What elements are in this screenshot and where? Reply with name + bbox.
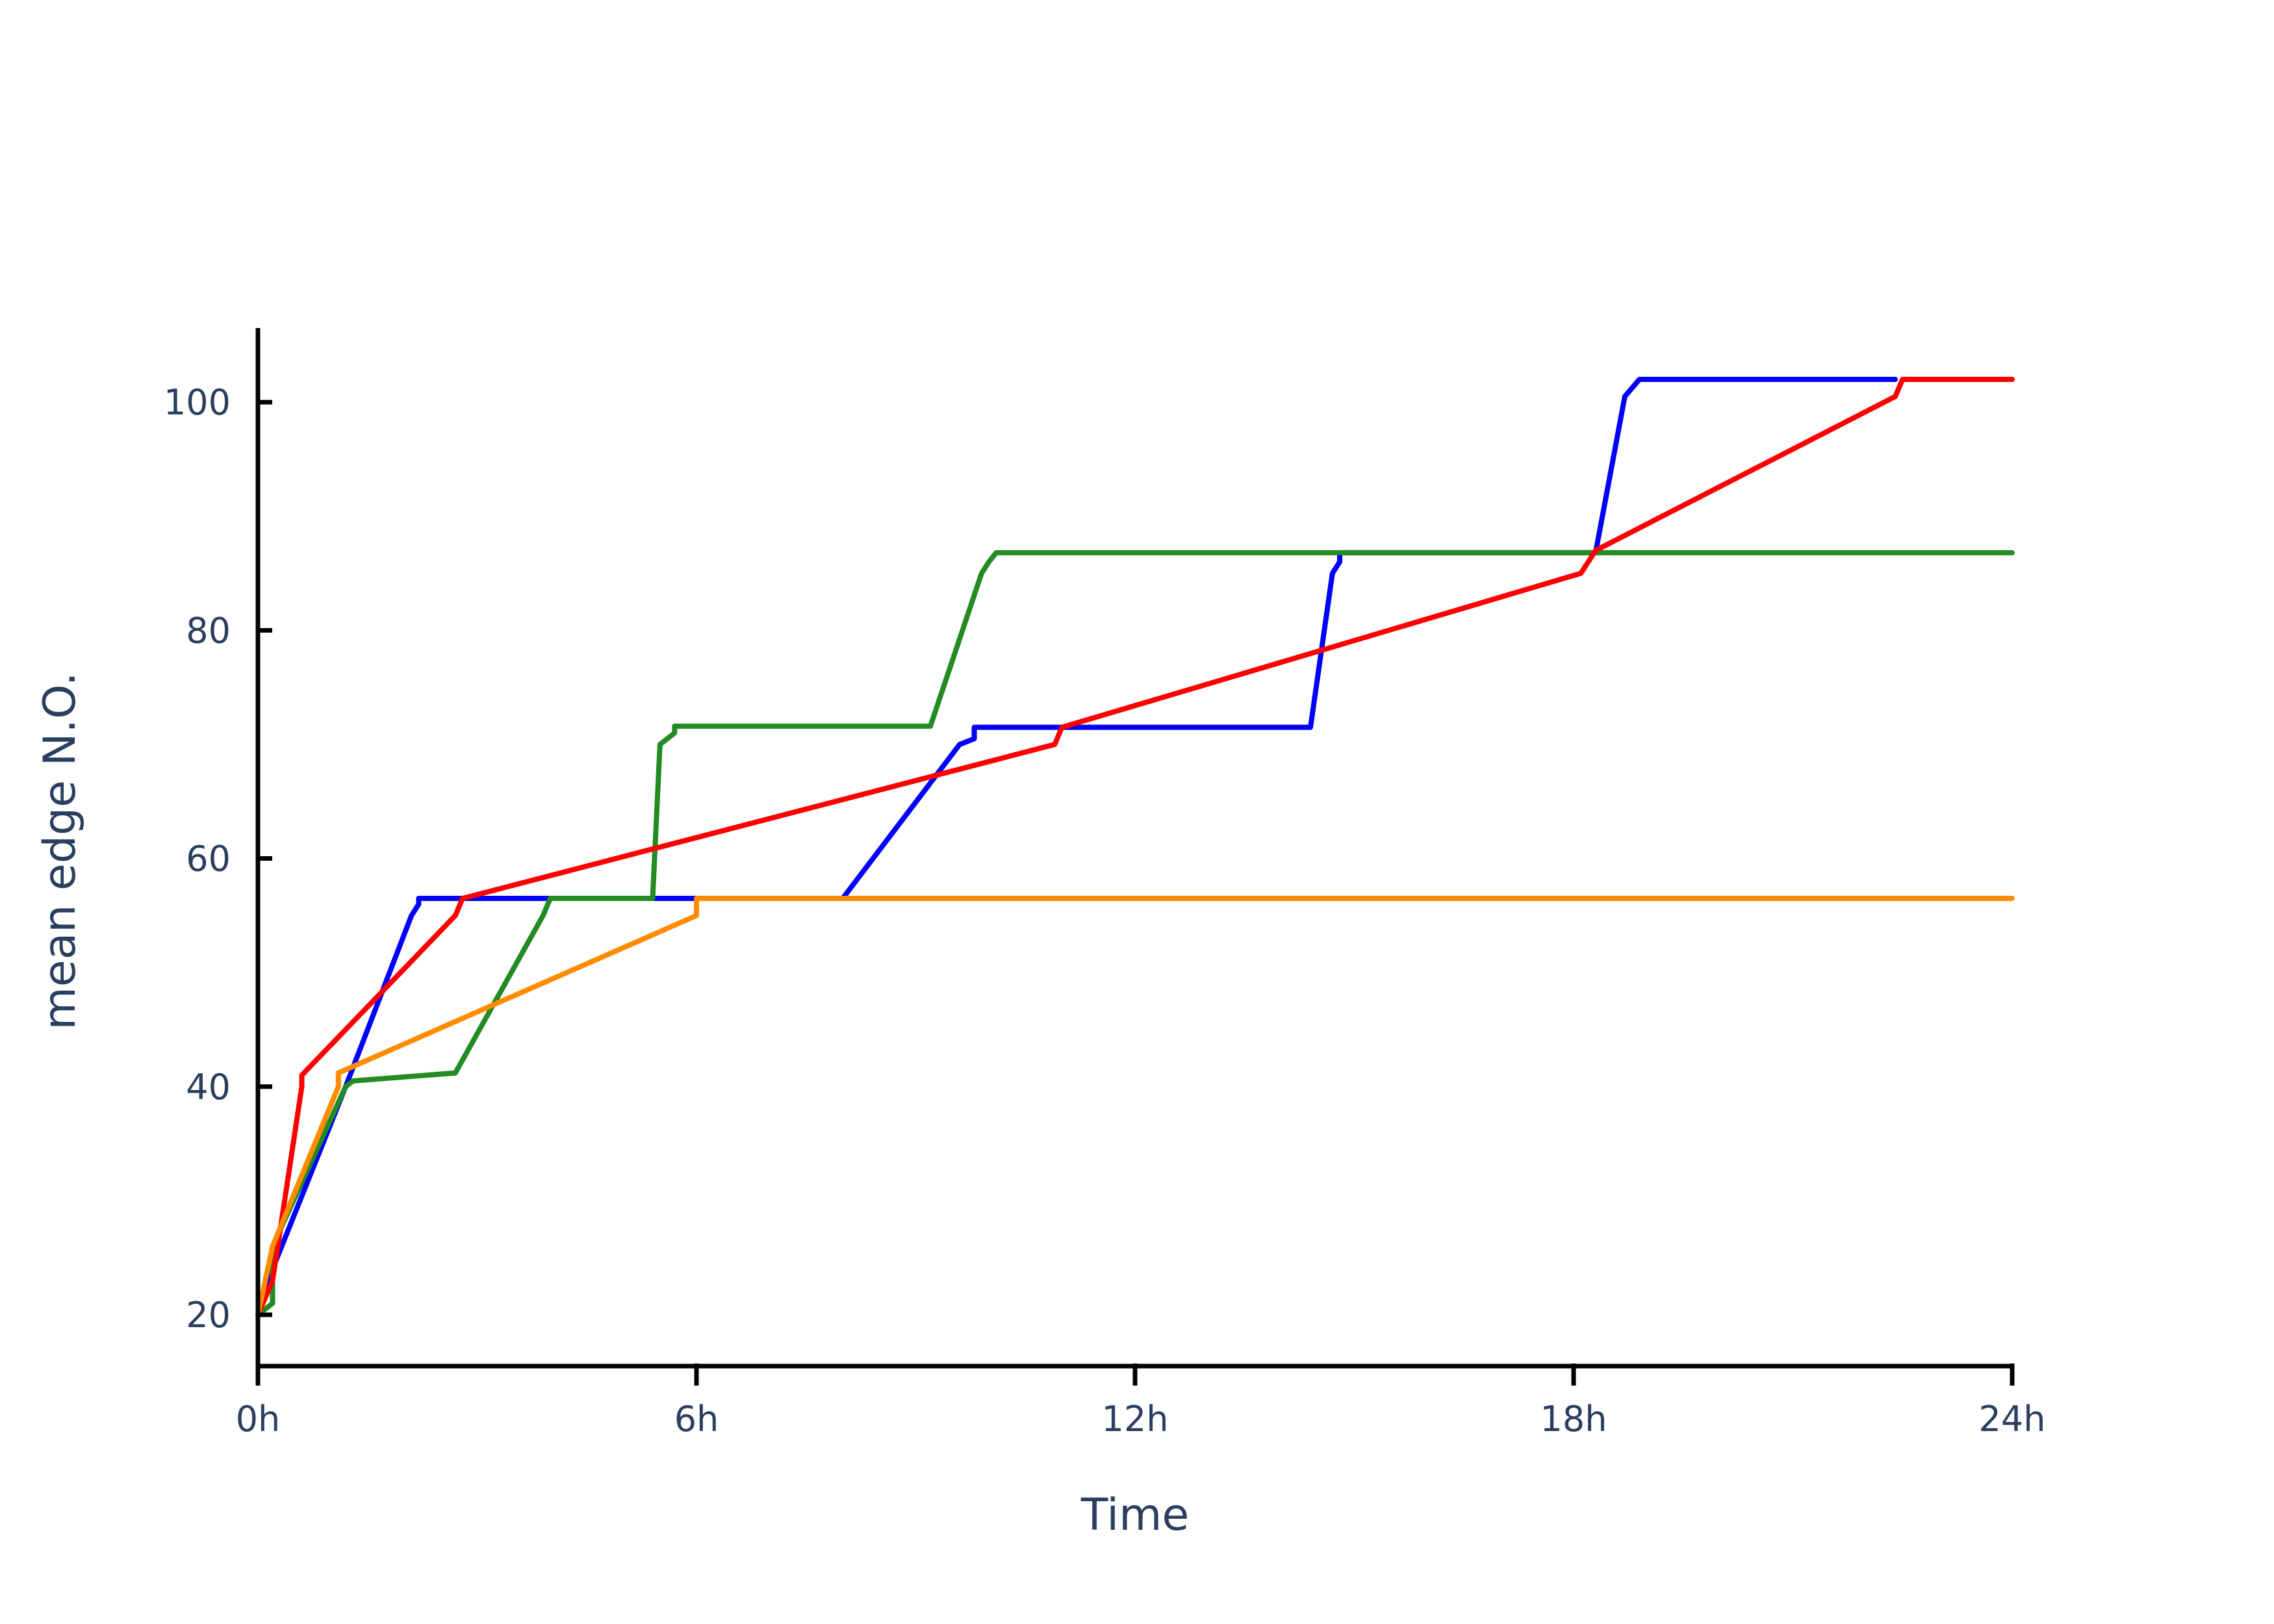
- y-tick-label: 40: [186, 1067, 231, 1108]
- y-tick-label: 80: [186, 610, 231, 651]
- series-line-2: [255, 550, 2015, 1317]
- x-axis-title: Time: [1080, 1490, 1189, 1541]
- x-tick-label: 24h: [1979, 1399, 2046, 1440]
- x-axis-ticks: 0h 6h 12h 18h 24h: [236, 1364, 2046, 1440]
- y-tick-label: 60: [186, 839, 231, 880]
- y-axis-title: mean edge N.O.: [34, 672, 86, 1030]
- x-tick-label: 12h: [1102, 1399, 1169, 1440]
- x-tick-label: 0h: [236, 1399, 281, 1440]
- x-tick-label: 18h: [1540, 1399, 1607, 1440]
- series-layer: [255, 377, 2015, 1317]
- axes-layer: 20 40 60 80 100 0h 6h 12h 18h 24h: [164, 328, 2046, 1440]
- series-line-1: [255, 377, 1898, 1317]
- series-line-3: [255, 377, 2015, 1317]
- y-tick-label: 20: [186, 1295, 231, 1336]
- series-line-4: [255, 896, 2015, 1317]
- x-tick-label: 6h: [674, 1399, 719, 1440]
- y-tick-label: 100: [164, 382, 231, 423]
- y-axis-ticks: 20 40 60 80 100: [164, 382, 272, 1336]
